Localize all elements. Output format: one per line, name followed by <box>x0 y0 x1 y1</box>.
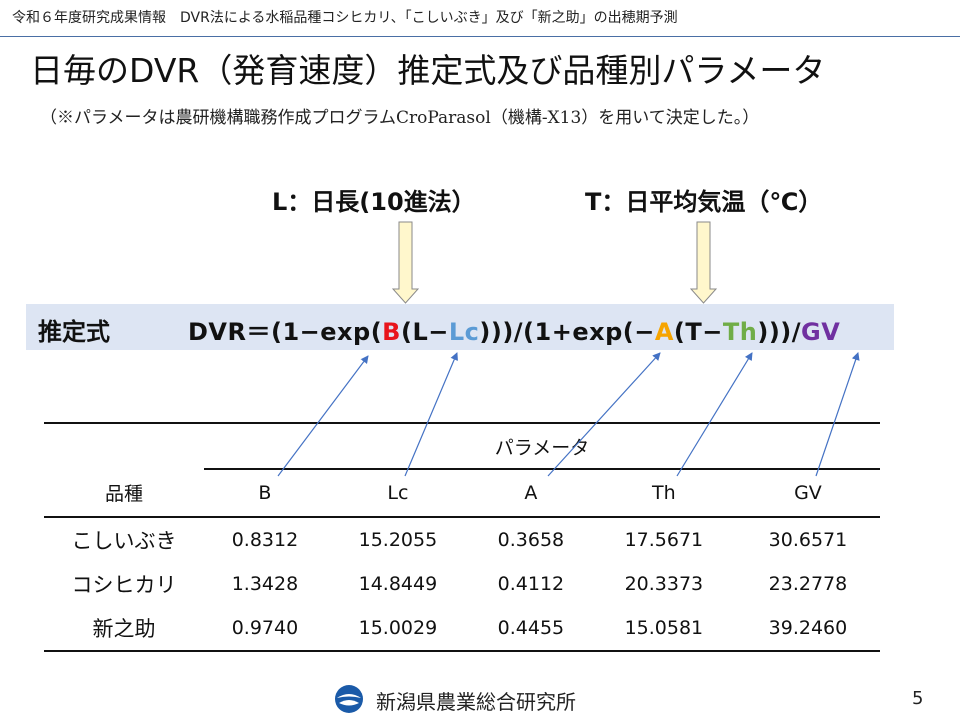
formula: DVR＝(1−exp(B(L−Lc)))/(1+exp(−A(T−Th)))/G… <box>188 312 840 347</box>
value-cell: 0.3658 <box>497 529 565 551</box>
header-bar: 令和６年度研究成果情報 DVR法による水稲品種コシヒカリ、「こしいぶき」及び「新… <box>0 0 960 37</box>
param-gv-symbol: GV <box>801 318 841 346</box>
variety-cell: 新之助 <box>44 606 204 652</box>
value-cell: 20.3373 <box>624 573 704 595</box>
formula-part-4: (T− <box>673 318 723 346</box>
value-cell: 0.9740 <box>204 606 326 652</box>
table-group-header-row: パラメータ <box>44 422 880 470</box>
column-header-a: A <box>469 469 592 518</box>
value-cell: 17.5671 <box>624 529 704 551</box>
down-arrow-l-icon <box>391 221 420 304</box>
page-subtitle: （※パラメータは農研機構職務作成プログラムCroParasol（機構-X13）を… <box>40 108 760 128</box>
institute-name: 新潟県農業総合研究所 <box>376 690 576 714</box>
column-header-gv: GV <box>735 469 880 518</box>
value-cell: 1.3428 <box>231 573 299 595</box>
value-cell: 14.8449 <box>358 573 438 595</box>
param-lc-symbol: Lc <box>448 318 480 346</box>
day-length-label: L：日長(10進法） <box>272 188 476 216</box>
parameter-group-header: パラメータ <box>204 422 880 470</box>
formula-part-3: )))/(1+exp(− <box>479 318 655 346</box>
formula-label: 推定式 <box>38 318 110 346</box>
value-cell: 30.6571 <box>768 529 848 551</box>
param-b-symbol: B <box>382 318 401 346</box>
table-row: こしいぶき 0.8312 15.2055 0.3658 17.5671 30.6… <box>44 517 880 562</box>
variety-cell: コシヒカリ <box>71 573 177 597</box>
value-cell: 15.0581 <box>591 606 736 652</box>
value-cell: 39.2460 <box>735 606 880 652</box>
param-a-symbol: A <box>654 318 674 346</box>
temperature-label: T：日平均気温（℃） <box>585 188 823 216</box>
value-cell: 0.4112 <box>497 573 565 595</box>
formula-part-5: )))/ <box>757 318 802 346</box>
value-cell: 15.0029 <box>325 606 470 652</box>
value-cell: 15.2055 <box>358 529 438 551</box>
table-row: コシヒカリ 1.3428 14.8449 0.4112 20.3373 23.2… <box>44 562 880 606</box>
value-cell: 0.8312 <box>231 529 299 551</box>
table-corner-cell <box>44 422 204 469</box>
variety-cell: こしいぶき <box>71 529 177 553</box>
page-title: 日毎のDVR（発育速度）推定式及び品種別パラメータ <box>30 51 826 90</box>
institute-logo-icon <box>335 685 363 713</box>
formula-part-2: (L− <box>400 318 449 346</box>
column-header-variety: 品種 <box>44 469 204 518</box>
column-header-lc: Lc <box>325 469 470 518</box>
column-header-th: Th <box>591 469 736 518</box>
formula-box: 推定式 DVR＝(1−exp(B(L−Lc)))/(1+exp(−A(T−Th)… <box>26 304 894 350</box>
value-cell: 23.2778 <box>768 573 848 595</box>
parameter-table: パラメータ 品種 B Lc A Th GV こしいぶき 0.8312 15.20… <box>44 422 880 652</box>
header-text: 令和６年度研究成果情報 DVR法による水稲品種コシヒカリ、「こしいぶき」及び「新… <box>12 10 678 26</box>
page-number: 5 <box>912 688 924 709</box>
formula-part-1: DVR＝(1−exp( <box>188 318 383 346</box>
down-arrow-t-icon <box>689 221 718 304</box>
value-cell: 0.4455 <box>469 606 592 652</box>
param-th-symbol: Th <box>722 318 758 346</box>
table-header-row: 品種 B Lc A Th GV <box>44 469 880 518</box>
column-header-b: B <box>204 469 326 518</box>
table-row: 新之助 0.9740 15.0029 0.4455 15.0581 39.246… <box>44 606 880 652</box>
